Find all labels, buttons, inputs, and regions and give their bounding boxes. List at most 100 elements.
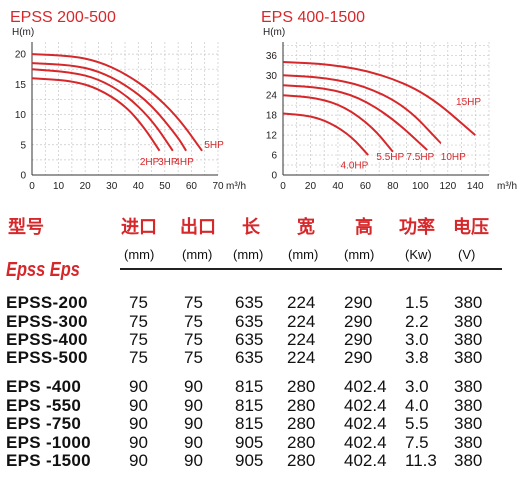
table-cell: 75 [184, 348, 203, 367]
y-axis-label: H(m) [12, 27, 34, 38]
table-cell: 3.0 [405, 377, 429, 396]
table-cell: 3.8 [405, 348, 429, 367]
table-cell: 380 [454, 451, 483, 470]
spec-table: 型号 进口 出口 长 宽 高 功率 电压 (mm) (mm) (mm) (mm)… [0, 205, 524, 487]
x-axis-label: m³/h [497, 181, 517, 192]
x-tick-label: 100 [412, 181, 429, 192]
header-height: 高 [355, 217, 373, 237]
table-cell: 2.2 [405, 312, 429, 331]
y-tick-label: 24 [266, 91, 278, 102]
y-tick-label: 12 [266, 131, 278, 142]
model-name-cell: EPS -1000 [6, 433, 91, 452]
table-cell: 90 [184, 414, 203, 433]
series-curve-5.5HP [282, 94, 394, 153]
series-label-7.5HP: 7.5HP [406, 152, 434, 163]
chart-title: EPSS 200-500 [10, 9, 116, 26]
table-cell: 90 [129, 433, 148, 452]
table-cell: 905 [235, 451, 264, 470]
header-voltage: 电压 [453, 217, 489, 237]
table-cell: 90 [129, 451, 148, 470]
series-curve-2HP [31, 77, 161, 152]
table-row: EPS -1500 90 90 905 280 402.4 11.3 380 [0, 451, 524, 470]
header-divider [120, 268, 502, 270]
model-name-cell: EPS -1500 [6, 451, 91, 470]
x-tick-label: 40 [133, 181, 145, 192]
x-tick-label: 20 [80, 181, 92, 192]
series-curve-5HP [31, 53, 203, 152]
series-curve-10HP [282, 74, 442, 145]
unit-height: (mm) [344, 247, 375, 262]
table-cell: 90 [184, 433, 203, 452]
x-tick-label: 50 [159, 181, 171, 192]
series-label-4.0HP: 4.0HP [341, 160, 369, 171]
table-cell: 402.4 [344, 396, 387, 415]
series-curve-3HP [31, 68, 174, 152]
table-cell: 75 [129, 312, 148, 331]
y-tick-label: 15 [15, 80, 27, 91]
table-cell: 402.4 [344, 414, 387, 433]
header-power: 功率 [399, 217, 435, 237]
x-tick-label: 40 [332, 181, 344, 192]
y-tick-label: 0 [20, 171, 26, 182]
table-cell: 4.0 [405, 396, 429, 415]
y-tick-label: 6 [271, 151, 277, 162]
series-label-3HP: 3HP [158, 157, 178, 168]
unit-width: (mm) [288, 247, 319, 262]
table-cell: 280 [287, 451, 316, 470]
table-cell: 402.4 [344, 451, 387, 470]
table-cell: 75 [129, 348, 148, 367]
table-cell: 380 [454, 414, 483, 433]
brand-label: Epss Eps [6, 259, 80, 281]
table-row: EPS -750 90 90 815 280 402.4 5.5 380 [0, 414, 524, 433]
table-cell: 224 [287, 312, 316, 331]
series-curve-7.5HP [282, 84, 428, 151]
table-row: EPS -550 90 90 815 280 402.4 4.0 380 [0, 396, 524, 415]
table-cell: 635 [235, 293, 264, 312]
table-cell: 402.4 [344, 433, 387, 452]
series-label-5HP: 5HP [204, 140, 224, 151]
unit-inlet: (mm) [124, 247, 155, 262]
table-cell: 380 [454, 396, 483, 415]
header-width: 宽 [297, 217, 315, 237]
y-tick-label: 36 [266, 51, 278, 62]
table-cell: 815 [235, 396, 264, 415]
model-name-cell: EPSS-400 [6, 330, 88, 349]
table-cell: 635 [235, 312, 264, 331]
table-row: EPSS-400 75 75 635 224 290 3.0 380 [0, 330, 524, 349]
table-cell: 402.4 [344, 377, 387, 396]
table-cell: 280 [287, 396, 316, 415]
table-cell: 635 [235, 348, 264, 367]
table-cell: 290 [344, 312, 373, 331]
table-cell: 815 [235, 414, 264, 433]
table-cell: 1.5 [405, 293, 429, 312]
chart-title: EPS 400-1500 [261, 9, 365, 26]
table-cell: 280 [287, 377, 316, 396]
y-tick-label: 10 [15, 110, 27, 121]
table-cell: 635 [235, 330, 264, 349]
unit-voltage: (V) [458, 247, 476, 262]
table-row: EPS -400 90 90 815 280 402.4 3.0 380 [0, 377, 524, 396]
table-cell: 7.5 [405, 433, 429, 452]
table-row: EPS -1000 90 90 905 280 402.4 7.5 380 [0, 433, 524, 452]
table-cell: 90 [184, 451, 203, 470]
table-cell: 280 [287, 414, 316, 433]
table-cell: 75 [184, 330, 203, 349]
table-cell: 11.3 [405, 451, 437, 470]
x-tick-label: 60 [360, 181, 372, 192]
table-cell: 290 [344, 348, 373, 367]
table-cell: 280 [287, 433, 316, 452]
table-cell: 90 [184, 377, 203, 396]
table-cell: 90 [129, 396, 148, 415]
x-tick-label: 70 [212, 181, 224, 192]
y-tick-label: 5 [20, 140, 26, 151]
x-tick-label: 60 [186, 181, 198, 192]
table-cell: 905 [235, 433, 264, 452]
y-tick-label: 18 [266, 111, 278, 122]
table-cell: 90 [184, 396, 203, 415]
series-curve-4.0HP [282, 112, 369, 156]
y-tick-label: 30 [266, 71, 278, 82]
table-cell: 380 [454, 330, 483, 349]
table-cell: 5.5 [405, 414, 429, 433]
